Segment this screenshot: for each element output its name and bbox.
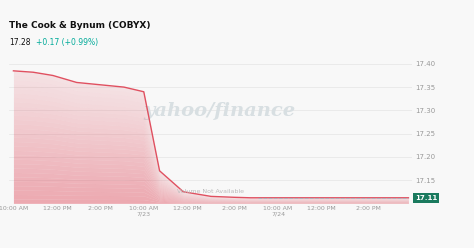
Text: Volume Not Available: Volume Not Available <box>177 189 245 194</box>
Text: The Cook & Bynum (COBYX): The Cook & Bynum (COBYX) <box>9 21 151 30</box>
Text: 17.11: 17.11 <box>415 195 437 201</box>
Text: yahoo/finance: yahoo/finance <box>143 102 295 120</box>
Text: 17.28: 17.28 <box>9 38 31 47</box>
Text: +0.17 (+0.99%): +0.17 (+0.99%) <box>36 38 98 47</box>
